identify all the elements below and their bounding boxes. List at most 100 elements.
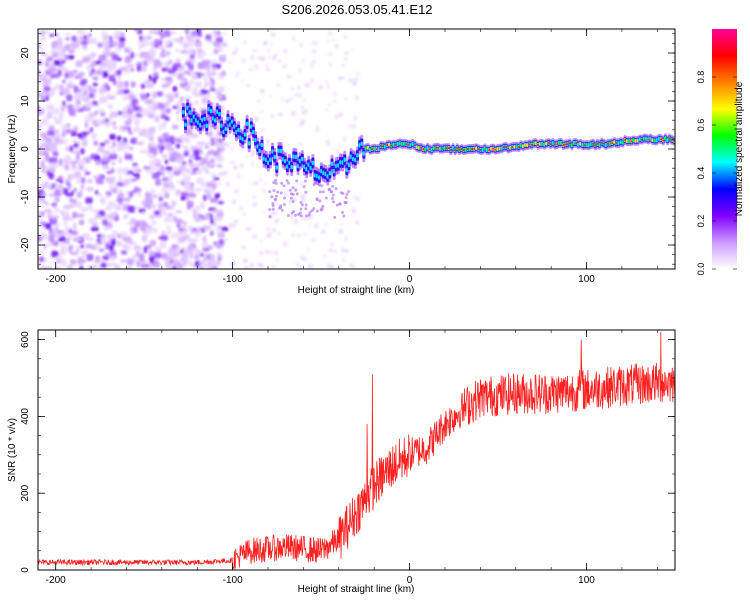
heatmap-cell xyxy=(83,249,88,256)
heatmap-cell xyxy=(517,146,520,149)
heatmap-cell xyxy=(347,190,351,194)
heatmap-cell xyxy=(191,238,199,242)
heatmap-cell xyxy=(108,186,113,193)
heatmap-cell xyxy=(473,147,476,150)
heatmap-cell xyxy=(113,80,117,86)
heatmap-cell xyxy=(38,235,42,242)
x-tick-label: 100 xyxy=(578,575,595,586)
heatmap-cell xyxy=(277,59,282,63)
heatmap-cell xyxy=(158,200,163,206)
heatmap-cell xyxy=(79,165,83,170)
heatmap-cell xyxy=(68,49,74,54)
heatmap-cell xyxy=(152,227,158,234)
heatmap-cell xyxy=(343,157,347,162)
heatmap-cell xyxy=(477,148,480,151)
heatmap-cell xyxy=(333,249,337,253)
heatmap-cell xyxy=(328,248,333,252)
heatmap-cell xyxy=(328,170,332,176)
heatmap-cell xyxy=(247,141,251,146)
heatmap-cell xyxy=(63,219,68,227)
heatmap-cell xyxy=(203,59,212,66)
heatmap-cell xyxy=(128,177,134,185)
heatmap-cell xyxy=(113,203,120,210)
heatmap-cell xyxy=(125,246,132,251)
heatmap-cell xyxy=(174,137,179,142)
heatmap-cell xyxy=(139,149,148,154)
heatmap-cell xyxy=(89,72,93,77)
heatmap-cell xyxy=(103,86,108,93)
snr-y-label: SNR (10 * v/v) xyxy=(7,418,18,482)
heatmap-cell xyxy=(73,187,77,192)
heatmap-cell xyxy=(124,58,132,63)
heatmap-cell xyxy=(40,52,48,56)
y-tick-label: 10 xyxy=(20,95,31,107)
heatmap-cell xyxy=(51,108,60,115)
heatmap-cell xyxy=(199,143,203,150)
heatmap-cell xyxy=(375,148,378,151)
heatmap-cell xyxy=(192,208,197,214)
heatmap-cell xyxy=(87,218,96,224)
heatmap-cell xyxy=(630,140,633,143)
heatmap-cell xyxy=(160,33,165,40)
heatmap-cell xyxy=(59,248,67,256)
heatmap-cell xyxy=(267,49,271,52)
heatmap-cell xyxy=(407,143,410,146)
heatmap-cell xyxy=(428,148,431,151)
heatmap-cell xyxy=(280,97,284,102)
heatmap-cell xyxy=(259,263,264,268)
heatmap-cell xyxy=(182,259,187,267)
heatmap-cell xyxy=(308,210,312,214)
heatmap-cell xyxy=(42,36,47,41)
heatmap-cell xyxy=(301,111,306,115)
heatmap-cell xyxy=(256,56,261,60)
heatmap-cell xyxy=(99,87,104,95)
heatmap-cell xyxy=(118,156,122,164)
heatmap-cell xyxy=(290,192,294,196)
heatmap-cell xyxy=(218,232,222,237)
heatmap-cell xyxy=(338,112,343,118)
heatmap-cell xyxy=(65,192,74,197)
heatmap-cell xyxy=(660,138,663,141)
heatmap-cell xyxy=(73,71,79,76)
heatmap-cell xyxy=(129,94,136,99)
heatmap-cell xyxy=(89,127,93,133)
heatmap-cell xyxy=(299,182,304,186)
heatmap-cell xyxy=(111,149,116,155)
heatmap-cell xyxy=(60,236,66,242)
heatmap-cell xyxy=(108,213,114,220)
heatmap-cell xyxy=(173,258,179,264)
heatmap-cell xyxy=(200,165,208,172)
heatmap-cell xyxy=(201,72,206,77)
heatmap-cell xyxy=(65,43,70,51)
heatmap-cell xyxy=(229,61,232,64)
heatmap-cell xyxy=(339,144,343,148)
heatmap-cell xyxy=(78,219,85,224)
heatmap-cell xyxy=(104,121,110,128)
heatmap-cell xyxy=(38,256,44,263)
heatmap-cell xyxy=(105,176,114,183)
heatmap-cell xyxy=(177,72,184,80)
heatmap-cell xyxy=(41,161,45,168)
heatmap-cell xyxy=(179,96,184,101)
heatmap-cell xyxy=(52,52,58,58)
heatmap-cell xyxy=(79,188,84,194)
heatmap-cell xyxy=(340,247,345,252)
heatmap-cell xyxy=(168,94,175,102)
heatmap-cell xyxy=(168,181,172,188)
heatmap-cell xyxy=(143,98,148,104)
heatmap-cell xyxy=(276,84,281,88)
heatmap-cell xyxy=(205,123,209,129)
heatmap-cell xyxy=(162,201,169,208)
heatmap-cell xyxy=(556,143,559,146)
heatmap-cell xyxy=(299,207,303,211)
heatmap-cell xyxy=(188,260,193,267)
heatmap-cell xyxy=(166,225,171,229)
heatmap-cell xyxy=(287,181,291,185)
heatmap-cell xyxy=(218,111,221,117)
heatmap-cell xyxy=(111,161,116,166)
heatmap-cell xyxy=(76,237,82,241)
heatmap-cell xyxy=(133,118,141,124)
y-tick-label: 0 xyxy=(20,146,31,152)
heatmap-cell xyxy=(179,134,185,141)
heatmap-cell xyxy=(295,192,299,196)
